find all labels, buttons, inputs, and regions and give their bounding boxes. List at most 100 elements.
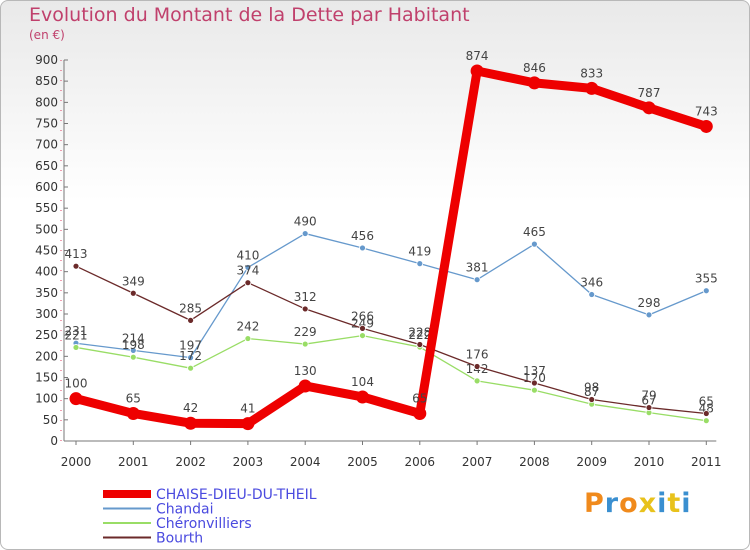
data-point: [129, 347, 137, 354]
data-label: 214: [122, 331, 145, 345]
y-tick-label: 350: [35, 286, 58, 300]
data-label: 312: [294, 290, 317, 304]
data-point: [241, 417, 255, 431]
x-tick-label: 2006: [405, 455, 436, 469]
data-point: [702, 410, 710, 417]
data-label: 381: [466, 261, 489, 275]
y-tick-label: 150: [35, 371, 58, 385]
data-label: 228: [408, 325, 431, 339]
y-tick-label: 800: [35, 95, 58, 109]
data-point: [129, 353, 137, 361]
data-point: [356, 390, 369, 404]
data-label: 79: [641, 389, 656, 403]
series-line: [75, 232, 707, 359]
data-label: 100: [65, 377, 88, 391]
data-point: [531, 386, 538, 394]
y-tick-label: 300: [35, 307, 58, 321]
chart-subtitle: (en €): [29, 28, 65, 42]
data-label: 137: [523, 364, 546, 378]
x-tick-label: 2003: [233, 455, 264, 469]
y-tick-label: 650: [35, 159, 58, 173]
data-point: [588, 291, 596, 298]
x-tick-label: 2001: [118, 455, 149, 469]
series-line: [75, 334, 707, 422]
y-tick-label: 450: [35, 244, 58, 258]
series-line: [75, 265, 707, 415]
data-point: [187, 316, 195, 324]
series-cheronvilliers: 221198172242229249222142120876748: [65, 317, 714, 425]
data-label: 48: [699, 402, 714, 416]
data-point: [187, 354, 195, 362]
data-label: 176: [466, 347, 489, 361]
y-tick-label: 250: [35, 328, 58, 342]
data-label: 456: [351, 229, 374, 243]
data-label: 65: [126, 391, 141, 405]
data-label: 490: [294, 215, 317, 229]
data-label: 231: [65, 324, 88, 338]
data-point: [416, 260, 424, 268]
data-label: 222: [408, 328, 431, 342]
data-label: 104: [351, 375, 374, 389]
series-line: [71, 66, 711, 429]
x-tick-label: 2007: [462, 455, 493, 469]
legend-label: Bourth: [156, 531, 203, 547]
data-point: [699, 119, 713, 133]
data-point: [642, 101, 656, 115]
data-point: [301, 340, 309, 348]
data-label: 266: [351, 309, 374, 323]
data-point: [473, 363, 481, 370]
y-tick-label: 100: [35, 392, 58, 406]
x-tick-label: 2004: [290, 455, 321, 469]
data-label: 242: [236, 320, 259, 334]
data-label: 410: [236, 248, 259, 262]
data-label: 346: [580, 276, 603, 290]
data-point: [244, 279, 252, 287]
y-tick-label: 850: [35, 74, 58, 88]
data-label: 833: [580, 66, 603, 80]
data-label: 349: [122, 274, 145, 288]
data-label: 355: [695, 272, 718, 286]
data-label: 87: [584, 385, 599, 399]
data-label: 298: [638, 296, 661, 310]
data-label: 374: [236, 264, 259, 278]
data-point: [129, 289, 137, 297]
x-tick-label: 2008: [519, 455, 550, 469]
data-point: [301, 305, 309, 313]
data-point: [416, 341, 424, 348]
data-label: 197: [179, 339, 202, 353]
y-tick-label: 0: [50, 434, 58, 448]
data-label: 419: [408, 245, 431, 259]
y-tick-label: 700: [35, 138, 58, 152]
data-label: 172: [179, 349, 202, 363]
data-point: [531, 379, 538, 387]
data-point: [187, 364, 195, 372]
legend-label: CHAISE-DIEU-DU-THEIL: [156, 487, 317, 503]
legend-label: Chandai: [156, 502, 213, 518]
data-point: [184, 416, 198, 430]
x-tick-label: 2010: [634, 455, 665, 469]
data-point: [473, 377, 481, 385]
data-point: [527, 76, 541, 90]
data-label: 229: [294, 325, 317, 339]
data-point: [359, 332, 366, 339]
series-bourth: 413 349 285 374 312 266 228 176 137 98 79 65: [65, 247, 714, 417]
series-chandai: 231 214 197 410 490 456 419 381 465 346 298 355: [65, 215, 718, 362]
data-label: 743: [695, 104, 718, 118]
data-label: 41: [240, 402, 255, 416]
y-tick-label: 550: [35, 201, 58, 215]
data-label: 65: [699, 394, 714, 408]
data-point: [470, 64, 484, 78]
data-point: [298, 379, 312, 393]
data-label: 221: [65, 328, 88, 342]
data-point: [413, 406, 427, 420]
data-label: 98: [584, 381, 599, 395]
data-point: [301, 230, 309, 237]
data-label: 130: [294, 364, 317, 378]
x-tick-label: 2005: [347, 455, 378, 469]
y-tick-label: 900: [35, 53, 58, 67]
data-point: [588, 396, 596, 403]
data-point: [244, 264, 252, 271]
proxiti-logo: Proxiti: [584, 488, 692, 519]
